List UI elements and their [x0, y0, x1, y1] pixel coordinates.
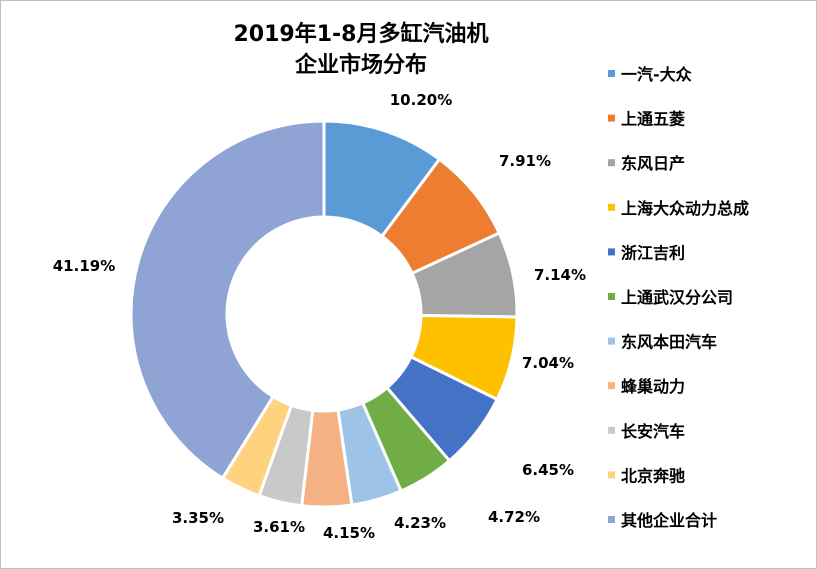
legend-swatch [608, 248, 615, 256]
legend-swatch [608, 70, 615, 77]
legend-item-label: 上通五菱 [621, 110, 685, 129]
donut-slice [129, 119, 326, 480]
data-labels-group: 10.20% 7.91% 7.14% 7.04% 6.45% 4.72% 4.23% 4.15… [53, 91, 586, 542]
legend-swatch [608, 159, 615, 167]
legend-swatch [608, 293, 615, 300]
slice-data-label: 3.61% [253, 518, 305, 536]
slice-data-label: 7.04% [522, 354, 574, 372]
legend-item-label: 蜂巢动力 [621, 377, 685, 396]
legend-item-label: 北京奔驰 [621, 466, 685, 485]
slice-data-label: 3.35% [172, 509, 224, 527]
slice-data-label: 4.15% [323, 524, 375, 542]
legend-swatch [608, 114, 615, 122]
legend-item-label: 长安汽车 [621, 422, 685, 441]
legend-item-label: 上海大众动力总成 [621, 199, 749, 218]
legend-item-label: 一汽-大众 [621, 65, 693, 84]
legend-swatch [608, 516, 615, 523]
legend-item-label: 其他企业合计 [621, 511, 717, 530]
legend-swatch [608, 337, 615, 345]
legend-swatch [608, 382, 615, 390]
slice-data-label: 4.72% [488, 508, 540, 526]
slice-data-label: 6.45% [522, 461, 574, 479]
slice-data-label: 7.91% [499, 152, 551, 170]
legend-swatch [608, 426, 615, 434]
legend-item-label: 东风本田汽车 [621, 333, 717, 352]
slice-data-label: 4.23% [394, 514, 446, 532]
chart-title-line1: 2019年1-8月多缸汽油机 [234, 21, 489, 47]
legend-item-label: 东风日产 [621, 154, 685, 173]
legend: 一汽-大众上通五菱东风日产上海大众动力总成浙江吉利上通武汉分公司东风本田汽车蜂巢… [608, 65, 749, 530]
legend-item-label: 浙江吉利 [621, 243, 685, 262]
slice-data-label: 41.19% [53, 257, 115, 275]
legend-item-label: 上通武汉分公司 [621, 288, 733, 307]
chart-title-line2: 企业市场分布 [294, 52, 427, 78]
slice-data-label: 10.20% [390, 91, 452, 109]
legend-swatch [608, 203, 615, 211]
legend-swatch [608, 471, 615, 479]
slice-data-label: 7.14% [534, 266, 586, 284]
slices-group [129, 119, 519, 509]
